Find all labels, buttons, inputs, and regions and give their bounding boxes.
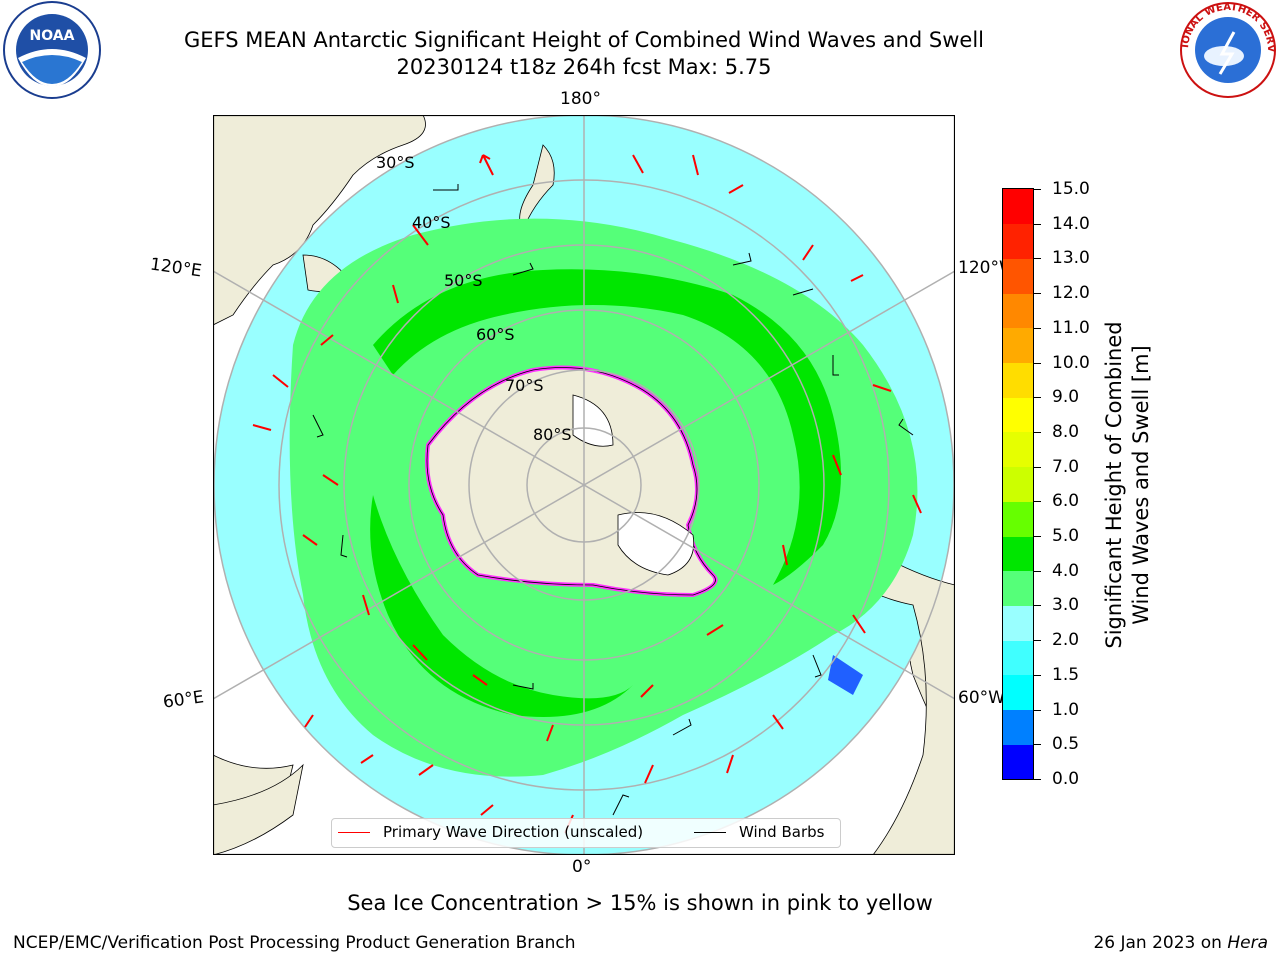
colorbar-tick-mark [1034,605,1041,607]
continents [213,115,955,855]
colorbar-tick-mark [1034,536,1041,538]
lon-label-bottom: 0° [572,857,592,877]
colorbar-tick-mark [1034,570,1041,572]
chart-title-line1: GEFS MEAN Antarctic Significant Height o… [183,28,985,52]
colorbar-tick-label: 0.0 [1052,769,1080,789]
colorbar-tick-label: 4.0 [1052,560,1080,581]
colorbar-tick-label: 0.5 [1052,734,1080,755]
colorbar-tick-mark [1034,327,1041,329]
colorbar-tick-mark [1034,362,1041,364]
colorbar-segment [1003,640,1033,676]
lon-label-right-upper: 120°W [958,258,1016,278]
colorbar-tick-label: 1.5 [1052,664,1080,685]
colorbar-tick-label: 15.0 [1052,179,1090,199]
lon-label-top: 180° [560,89,601,109]
colorbar-segment [1003,674,1033,711]
lat-label-80s: 80°S [533,425,572,444]
colorbar-tick-mark [1034,293,1041,295]
colorbar-tick-label: 8.0 [1052,421,1080,442]
colorbar-tick-mark [1034,709,1041,711]
lat-label-50s: 50°S [444,271,483,290]
colorbar-segment [1003,431,1033,468]
lon-label-left-upper: 120°E [148,254,203,282]
colorbar-tick-label: 7.0 [1052,456,1080,477]
colorbar-tick-mark [1034,466,1041,468]
lat-label-30s: 30°S [376,153,415,172]
lat-label-40s: 40°S [412,213,451,232]
colorbar-segment [1003,466,1033,502]
colorbar-tick-mark [1034,640,1041,642]
nws-logo: NATIONAL WEATHER SERVICE [1172,0,1280,100]
noaa-logo-text: NOAA [30,28,75,44]
lon-label-right-lower: 60°W [958,688,1005,708]
wave-direction-arrows [252,154,922,834]
legend-wave-line [338,832,370,833]
footer-date: 26 Jan 2023 on [1093,933,1228,953]
footer-left: NCEP/EMC/Verification Post Processing Pr… [13,933,576,953]
lat-label-60s: 60°S [476,325,515,344]
polar-map [212,114,956,856]
colorbar-segment [1003,397,1033,433]
legend-barb-label: Wind Barbs [739,823,825,841]
map-panel [212,114,956,856]
colorbar-tick-label: 2.0 [1052,630,1080,651]
colorbar-tick-mark [1034,397,1041,399]
colorbar [1002,188,1034,780]
colorbar-segment [1003,258,1033,294]
colorbar-tick-mark [1034,189,1041,190]
colorbar-tick-mark [1034,223,1041,225]
colorbar-tick-label: 5.0 [1052,526,1080,547]
colorbar-segment [1003,327,1033,364]
colorbar-title: Significant Height of Combined Wind Wave… [1101,225,1155,745]
wave-band-4-5 [370,269,841,717]
colorbar-tick-mark [1034,431,1041,433]
legend-barb-line [694,832,726,833]
antarctica [425,365,718,598]
colorbar-tick-mark [1034,501,1041,503]
lat-label-70s: 70°S [505,376,544,395]
colorbar-segment [1003,362,1033,398]
colorbar-tick-label: 9.0 [1052,387,1080,408]
noaa-logo: NOAA [0,0,104,100]
colorbar-tick-label: 13.0 [1052,248,1090,269]
colorbar-tick-label: 14.0 [1052,213,1090,234]
colorbar-segment [1003,744,1033,780]
colorbar-segment [1003,536,1033,572]
footer-right: 26 Jan 2023 on Hera [1093,933,1268,953]
legend-wave-label: Primary Wave Direction (unscaled) [383,823,644,841]
colorbar-tick-label: 3.0 [1052,595,1080,616]
colorbar-segment [1003,189,1033,225]
colorbar-tick-mark [1034,258,1041,260]
footer-host: Hera [1227,933,1268,953]
colorbar-tick-label: 11.0 [1052,317,1090,338]
colorbar-segment [1003,605,1033,641]
colorbar-title-line1: Significant Height of Combined [1102,321,1126,649]
colorbar-tick-mark [1034,674,1041,676]
lon-label-left-lower: 60°E [161,687,206,713]
colorbar-segment [1003,570,1033,606]
colorbar-title-line2: Wind Waves and Swell [m] [1129,345,1153,625]
colorbar-tick-label: 1.0 [1052,699,1080,720]
sea-ice-caption: Sea Ice Concentration > 15% is shown in … [347,891,933,915]
colorbar-tick-label: 6.0 [1052,491,1080,512]
colorbar-tick-label: 10.0 [1052,352,1090,373]
colorbar-tick-mark [1034,744,1041,746]
colorbar-segment [1003,293,1033,329]
map-legend: Primary Wave Direction (unscaled) Wind B… [331,818,841,848]
colorbar-segment [1003,501,1033,537]
colorbar-segment [1003,709,1033,745]
chart-title-line2: 20230124 t18z 264h fcst Max: 5.75 [396,55,772,79]
colorbar-segment [1003,223,1033,259]
wind-barbs [312,184,914,816]
colorbar-tick-label: 12.0 [1052,283,1090,304]
colorbar-tick-mark [1034,779,1041,780]
